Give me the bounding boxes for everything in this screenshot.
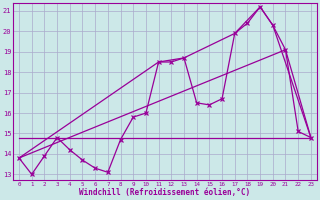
X-axis label: Windchill (Refroidissement éolien,°C): Windchill (Refroidissement éolien,°C) [79,188,251,197]
